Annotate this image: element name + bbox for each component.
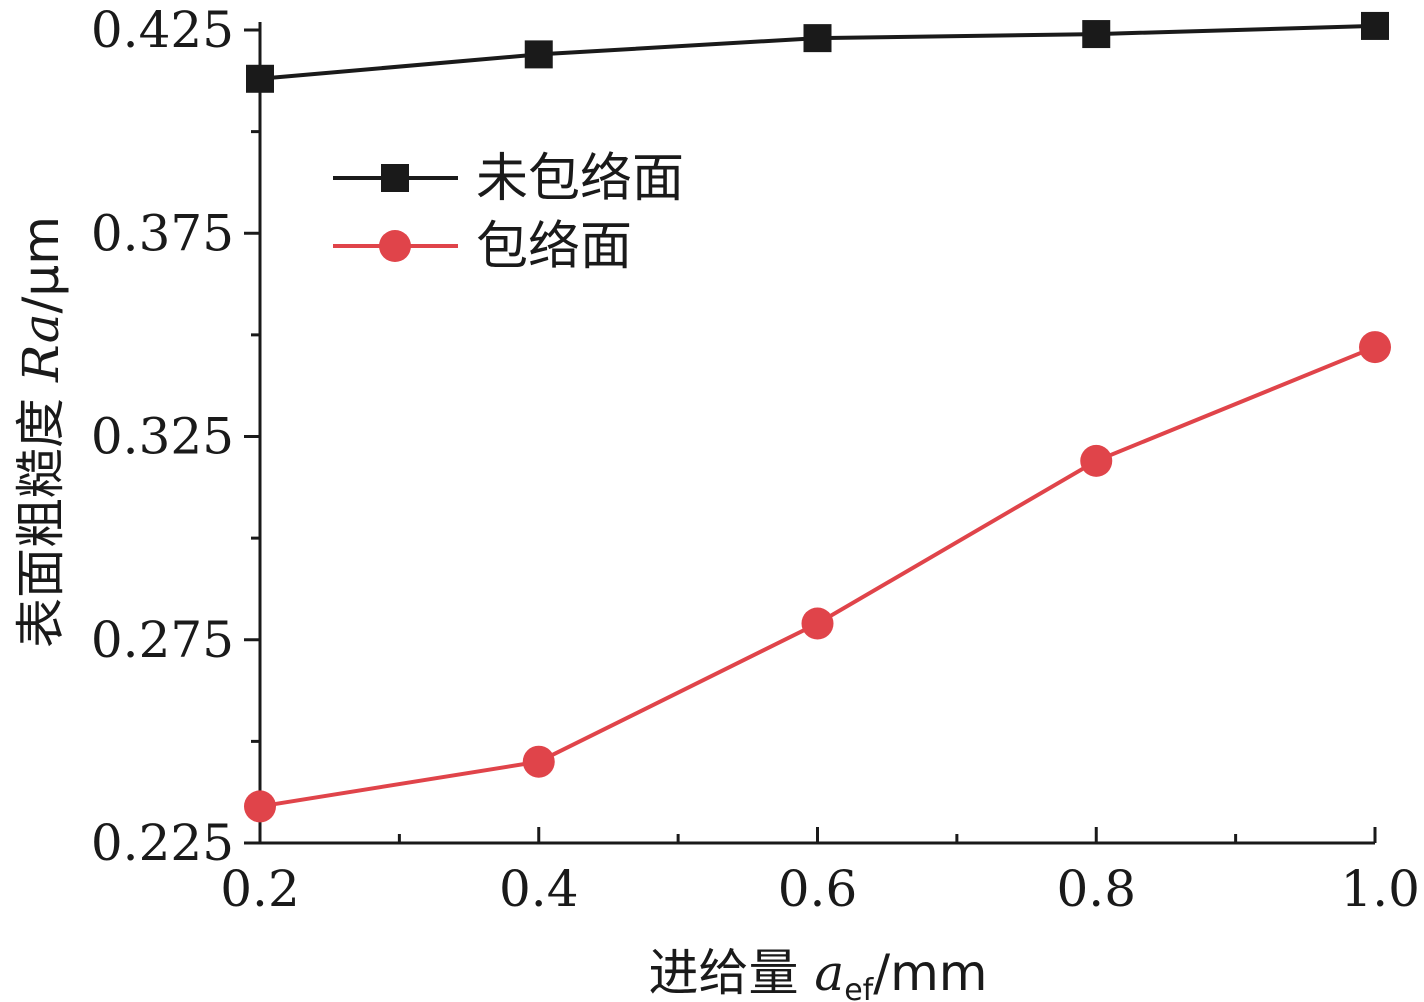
ticks: 0.225 0.275 0.325 0.375 0.425 0.2 0.4 0.6 0.8 1.0 (91, 1, 1420, 918)
y-tick-label: 0.425 (91, 1, 234, 59)
legend-label: 包络面 (476, 217, 632, 277)
y-axis-title-var: Ra (12, 313, 70, 383)
data-point-circle (1080, 444, 1113, 477)
x-tick-label: 1.0 (1340, 860, 1420, 918)
x-axis-title-var: a (814, 944, 844, 1002)
y-axis-title-suffix: /μm (12, 216, 70, 313)
series-2 (244, 331, 1391, 823)
y-axis-title: 表面粗糙度 Ra/μm (12, 216, 70, 648)
x-axis-title-suffix: /mm (873, 944, 987, 1002)
y-tick-label: 0.275 (91, 611, 234, 669)
legend-marker-square (381, 164, 409, 192)
series-line (259, 345, 1376, 809)
data-point-square (803, 24, 832, 53)
x-axis-title-sub: ef (844, 973, 874, 1002)
legend-label: 未包络面 (476, 149, 684, 209)
data-point-circle (1359, 331, 1391, 364)
x-axis-title: 进给量 aef/mm (648, 944, 987, 1002)
data-point-square (1361, 11, 1389, 40)
x-axis-title-prefix: 进给量 (648, 944, 814, 1002)
y-tick-label: 0.225 (91, 814, 234, 872)
legend-item-2: 包络面 (333, 217, 632, 277)
axes (258, 22, 1375, 845)
data-point-square (524, 40, 553, 69)
data-series (244, 11, 1391, 823)
data-point-circle (801, 607, 834, 640)
data-point-square (1082, 20, 1111, 49)
x-tick-label: 0.4 (499, 860, 579, 918)
data-point-circle (244, 790, 276, 823)
series-1 (246, 11, 1389, 93)
data-point-square (246, 64, 274, 93)
legend-marker-circle (379, 230, 411, 262)
y-axis-title-prefix: 表面粗糙度 (12, 382, 70, 648)
legend-item-1: 未包络面 (333, 149, 684, 209)
data-point-circle (522, 745, 555, 778)
x-tick-label: 0.2 (220, 860, 300, 918)
y-tick-label: 0.325 (91, 408, 234, 466)
y-tick-label: 0.375 (91, 204, 234, 262)
x-tick-label: 0.6 (778, 860, 858, 918)
x-tick-label: 0.8 (1056, 860, 1136, 918)
